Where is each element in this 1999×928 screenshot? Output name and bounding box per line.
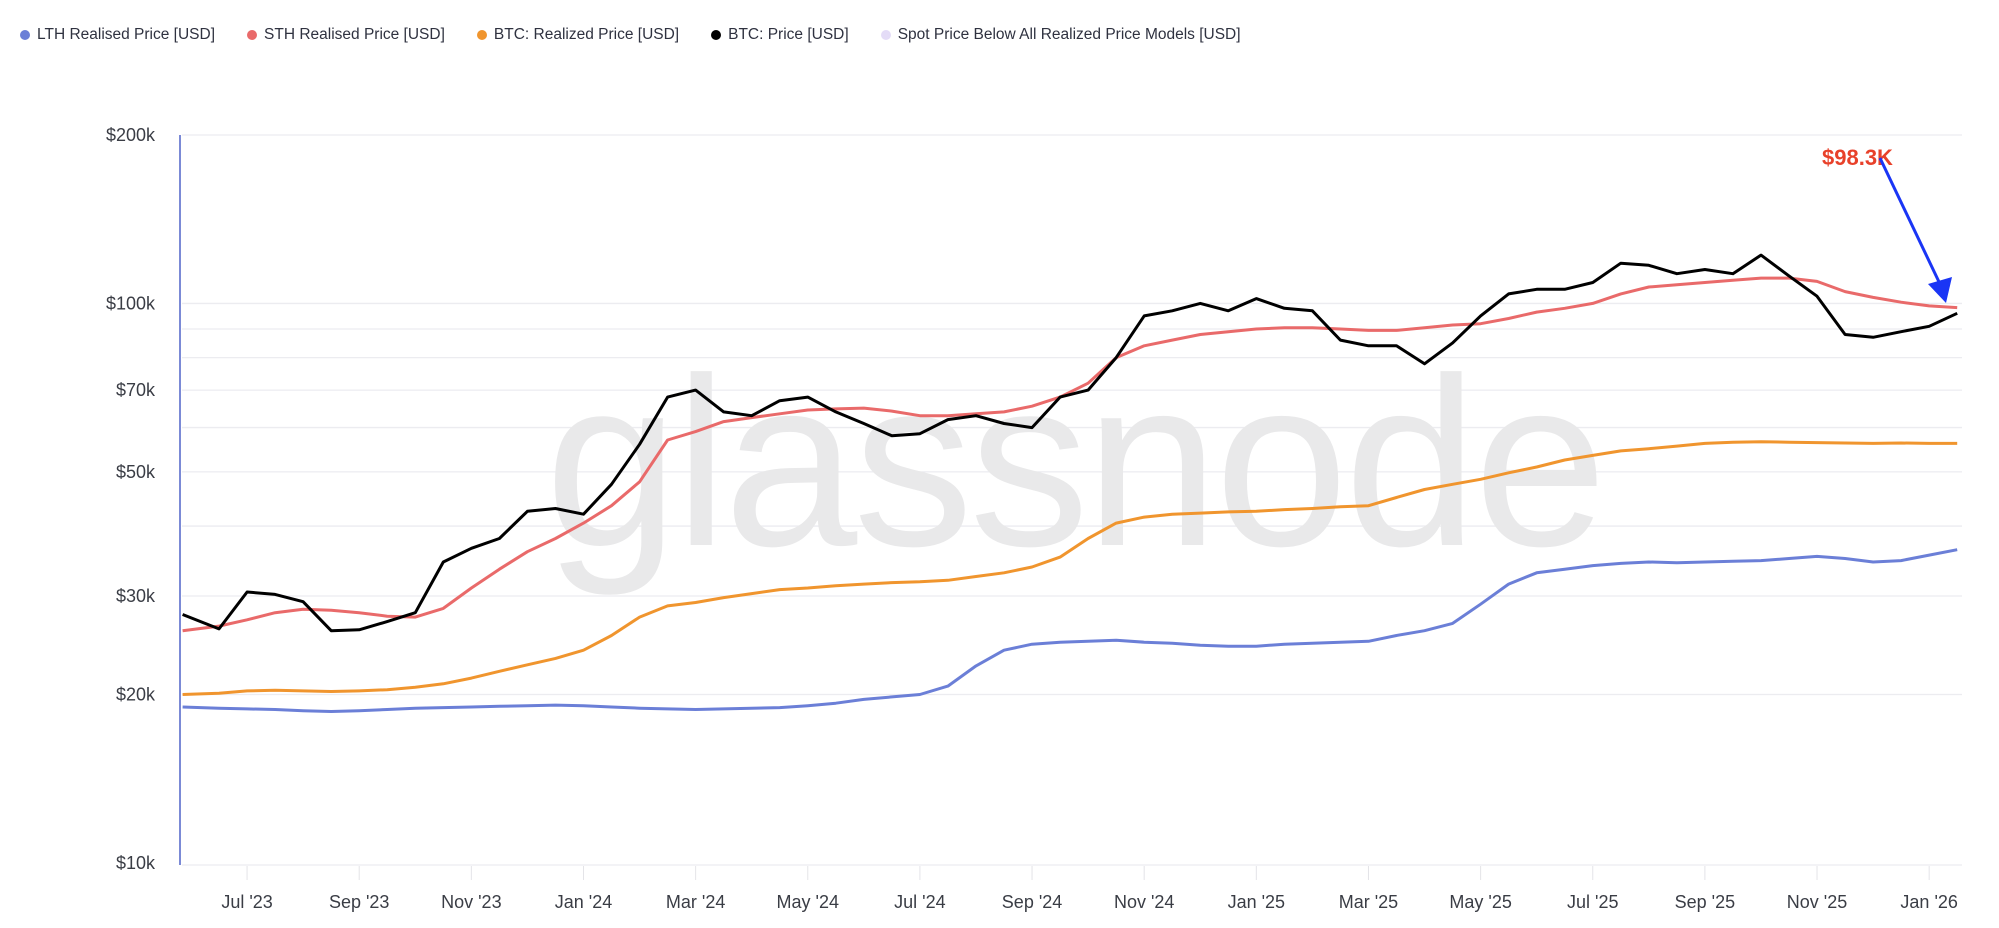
legend-label: BTC: Price [USD]	[728, 26, 849, 43]
svg-text:$70k: $70k	[116, 380, 156, 400]
arrow-icon	[1878, 157, 1952, 303]
svg-text:Jan '24: Jan '24	[555, 892, 612, 912]
svg-text:$100k: $100k	[106, 293, 156, 313]
svg-text:Jan '26: Jan '26	[1900, 892, 1957, 912]
legend-item-spot-below[interactable]: Spot Price Below All Realized Price Mode…	[880, 26, 1241, 44]
svg-text:Sep '24: Sep '24	[1002, 892, 1063, 912]
svg-text:$10k: $10k	[116, 853, 156, 873]
dot-icon	[476, 30, 487, 40]
series-lines	[182, 253, 1958, 713]
x-axis-ticks: Jul '23 Sep '23 Nov '23 Jan '24 Mar '24 May '…	[221, 866, 1958, 912]
svg-text:Nov '25: Nov '25	[1787, 892, 1847, 912]
svg-text:Jul '23: Jul '23	[221, 892, 272, 912]
y-axis-ticks: $10k $20k $30k $50k $70k $100k $200k	[106, 125, 156, 873]
legend-item-sth[interactable]: STH Realised Price [USD]	[247, 26, 445, 44]
svg-text:Jul '24: Jul '24	[894, 892, 945, 912]
svg-text:May '25: May '25	[1449, 892, 1511, 912]
chart-legend: LTH Realised Price [USD] STH Realised Pr…	[20, 26, 1241, 44]
legend-label: LTH Realised Price [USD]	[37, 26, 216, 43]
svg-text:Mar '24: Mar '24	[666, 892, 725, 912]
series-line	[182, 253, 1958, 633]
dot-icon	[20, 30, 30, 40]
series-line	[182, 548, 1958, 713]
legend-label: Spot Price Below All Realized Price Mode…	[897, 26, 1241, 43]
svg-text:Mar '25: Mar '25	[1339, 892, 1398, 912]
dot-icon	[247, 30, 258, 40]
svg-text:$50k: $50k	[116, 462, 156, 482]
series-line	[182, 276, 1958, 633]
legend-label: STH Realised Price [USD]	[264, 26, 445, 43]
legend-item-price[interactable]: BTC: Price [USD]	[711, 26, 849, 44]
legend-item-lth[interactable]: LTH Realised Price [USD]	[20, 26, 215, 44]
svg-text:$30k: $30k	[116, 586, 156, 606]
svg-text:Jan '25: Jan '25	[1228, 892, 1285, 912]
svg-text:Sep '25: Sep '25	[1675, 892, 1736, 912]
gridlines	[182, 134, 1962, 866]
svg-text:Jul '25: Jul '25	[1567, 892, 1618, 912]
svg-text:Sep '23: Sep '23	[329, 892, 390, 912]
watermark: glassnode	[545, 328, 1603, 596]
dot-icon	[711, 30, 722, 40]
svg-text:May '24: May '24	[777, 892, 839, 912]
svg-text:$20k: $20k	[116, 685, 156, 705]
legend-item-realized[interactable]: BTC: Realized Price [USD]	[476, 26, 680, 44]
svg-text:Nov '24: Nov '24	[1114, 892, 1174, 912]
series-line	[182, 440, 1958, 696]
legend-label: BTC: Realized Price [USD]	[493, 26, 680, 43]
dot-icon	[880, 30, 891, 40]
svg-text:Nov '23: Nov '23	[441, 892, 501, 912]
svg-text:$200k: $200k	[106, 125, 156, 145]
